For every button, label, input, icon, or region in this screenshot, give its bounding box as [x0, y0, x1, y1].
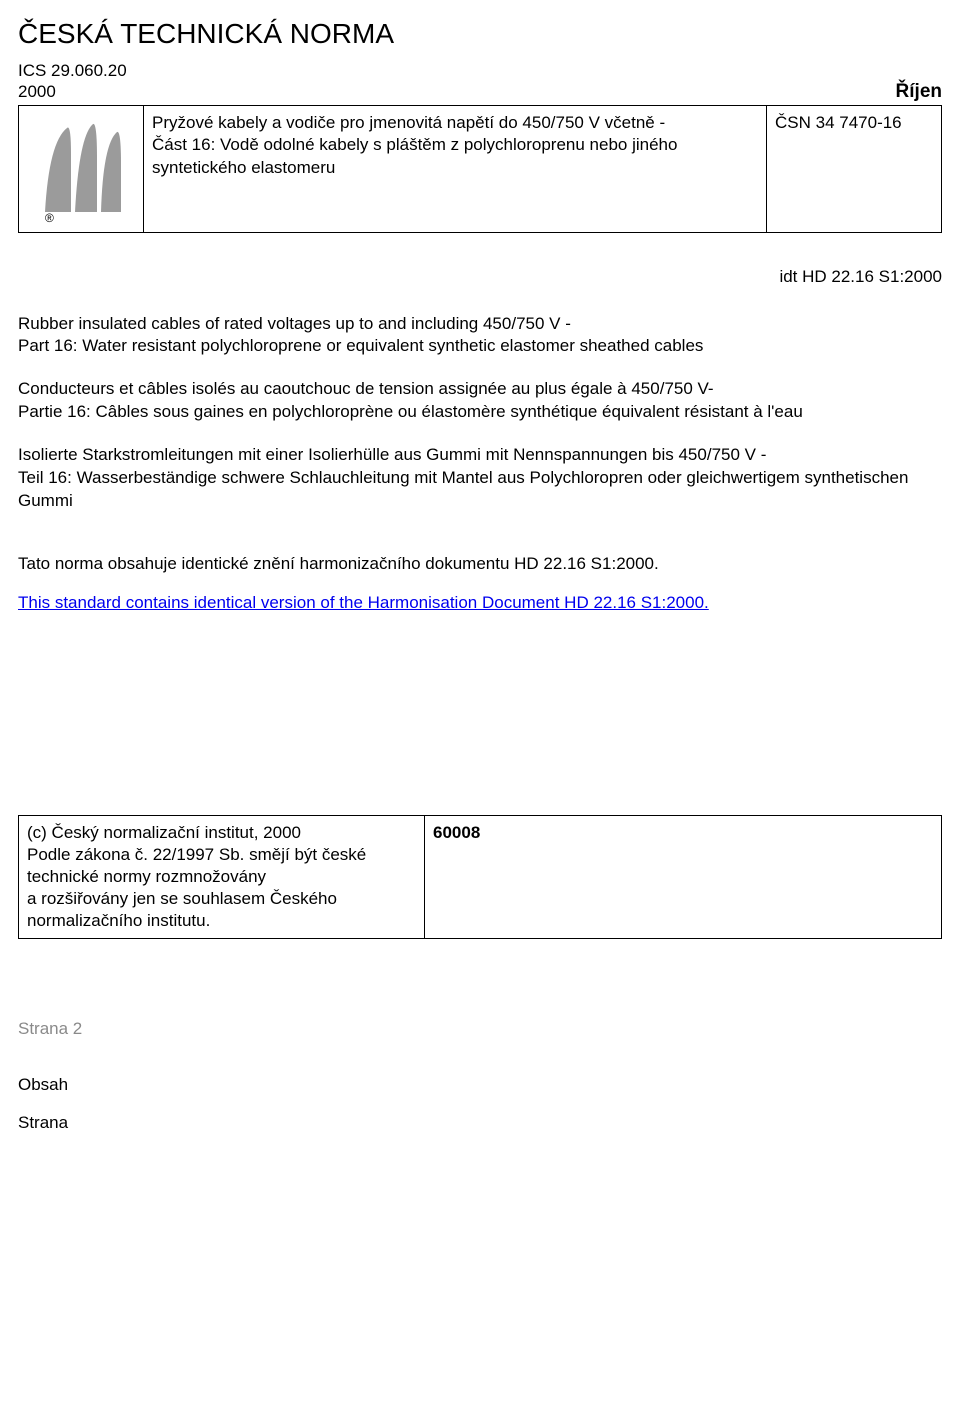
- footer-l1: (c) Český normalizační institut, 2000: [27, 823, 301, 842]
- obsah-heading: Obsah: [18, 1075, 942, 1095]
- page-marker-strana2: Strana 2: [18, 1019, 942, 1039]
- ics-line1: ICS 29.060.20: [18, 61, 127, 80]
- header-row: ® Pryžové kabely a vodiče pro jmenovitá …: [19, 105, 942, 232]
- strana-label: Strana: [18, 1113, 942, 1133]
- svg-text:®: ®: [45, 211, 54, 224]
- page: ČESKÁ TECHNICKÁ NORMA ICS 29.060.20 2000…: [0, 0, 960, 1173]
- czech-sentence: Tato norma obsahuje identické znění harm…: [18, 553, 942, 576]
- footer-code-cell: 60008: [425, 815, 942, 938]
- csn-code-cell: ČSN 34 7470-16: [767, 105, 942, 232]
- fr-line2: Partie 16: Câbles sous gaines en polychl…: [18, 402, 803, 421]
- footer-table: (c) Český normalizační institut, 2000 Po…: [18, 815, 942, 939]
- french-title-block: Conducteurs et câbles isolés au caoutcho…: [18, 378, 942, 424]
- csn-logo-icon: ®: [35, 114, 127, 224]
- desc-line2: Část 16: Vodě odolné kabely s pláštěm z …: [152, 135, 677, 177]
- main-title: ČESKÁ TECHNICKÁ NORMA: [18, 18, 942, 50]
- fr-line1: Conducteurs et câbles isolés au caoutcho…: [18, 379, 714, 398]
- ics-line2: 2000: [18, 82, 56, 101]
- en-line1: Rubber insulated cables of rated voltage…: [18, 314, 571, 333]
- harmonisation-link[interactable]: This standard contains identical version…: [18, 593, 709, 612]
- english-title-block: Rubber insulated cables of rated voltage…: [18, 313, 942, 359]
- english-sentence: This standard contains identical version…: [18, 592, 942, 615]
- footer-l3: a rozšiřovány jen se souhlasem Českého n…: [27, 889, 337, 930]
- de-line1: Isolierte Starkstromleitungen mit einer …: [18, 445, 766, 464]
- idt-line: idt HD 22.16 S1:2000: [18, 267, 942, 287]
- footer-row: (c) Český normalizační institut, 2000 Po…: [19, 815, 942, 938]
- footer-text-cell: (c) Český normalizační institut, 2000 Po…: [19, 815, 425, 938]
- meta-left: ICS 29.060.20 2000: [18, 60, 127, 103]
- desc-line1: Pryžové kabely a vodiče pro jmenovitá na…: [152, 113, 665, 132]
- logo-cell: ®: [19, 105, 144, 232]
- en-line2: Part 16: Water resistant polychloroprene…: [18, 336, 703, 355]
- meta-row: ICS 29.060.20 2000 Říjen: [18, 60, 942, 103]
- footer-l2: Podle zákona č. 22/1997 Sb. smějí být če…: [27, 845, 366, 886]
- description-cell: Pryžové kabely a vodiče pro jmenovitá na…: [144, 105, 767, 232]
- header-table: ® Pryžové kabely a vodiče pro jmenovitá …: [18, 105, 942, 233]
- de-line2: Teil 16: Wasserbeständige schwere Schlau…: [18, 468, 908, 510]
- month-label: Říjen: [896, 81, 942, 103]
- german-title-block: Isolierte Starkstromleitungen mit einer …: [18, 444, 942, 513]
